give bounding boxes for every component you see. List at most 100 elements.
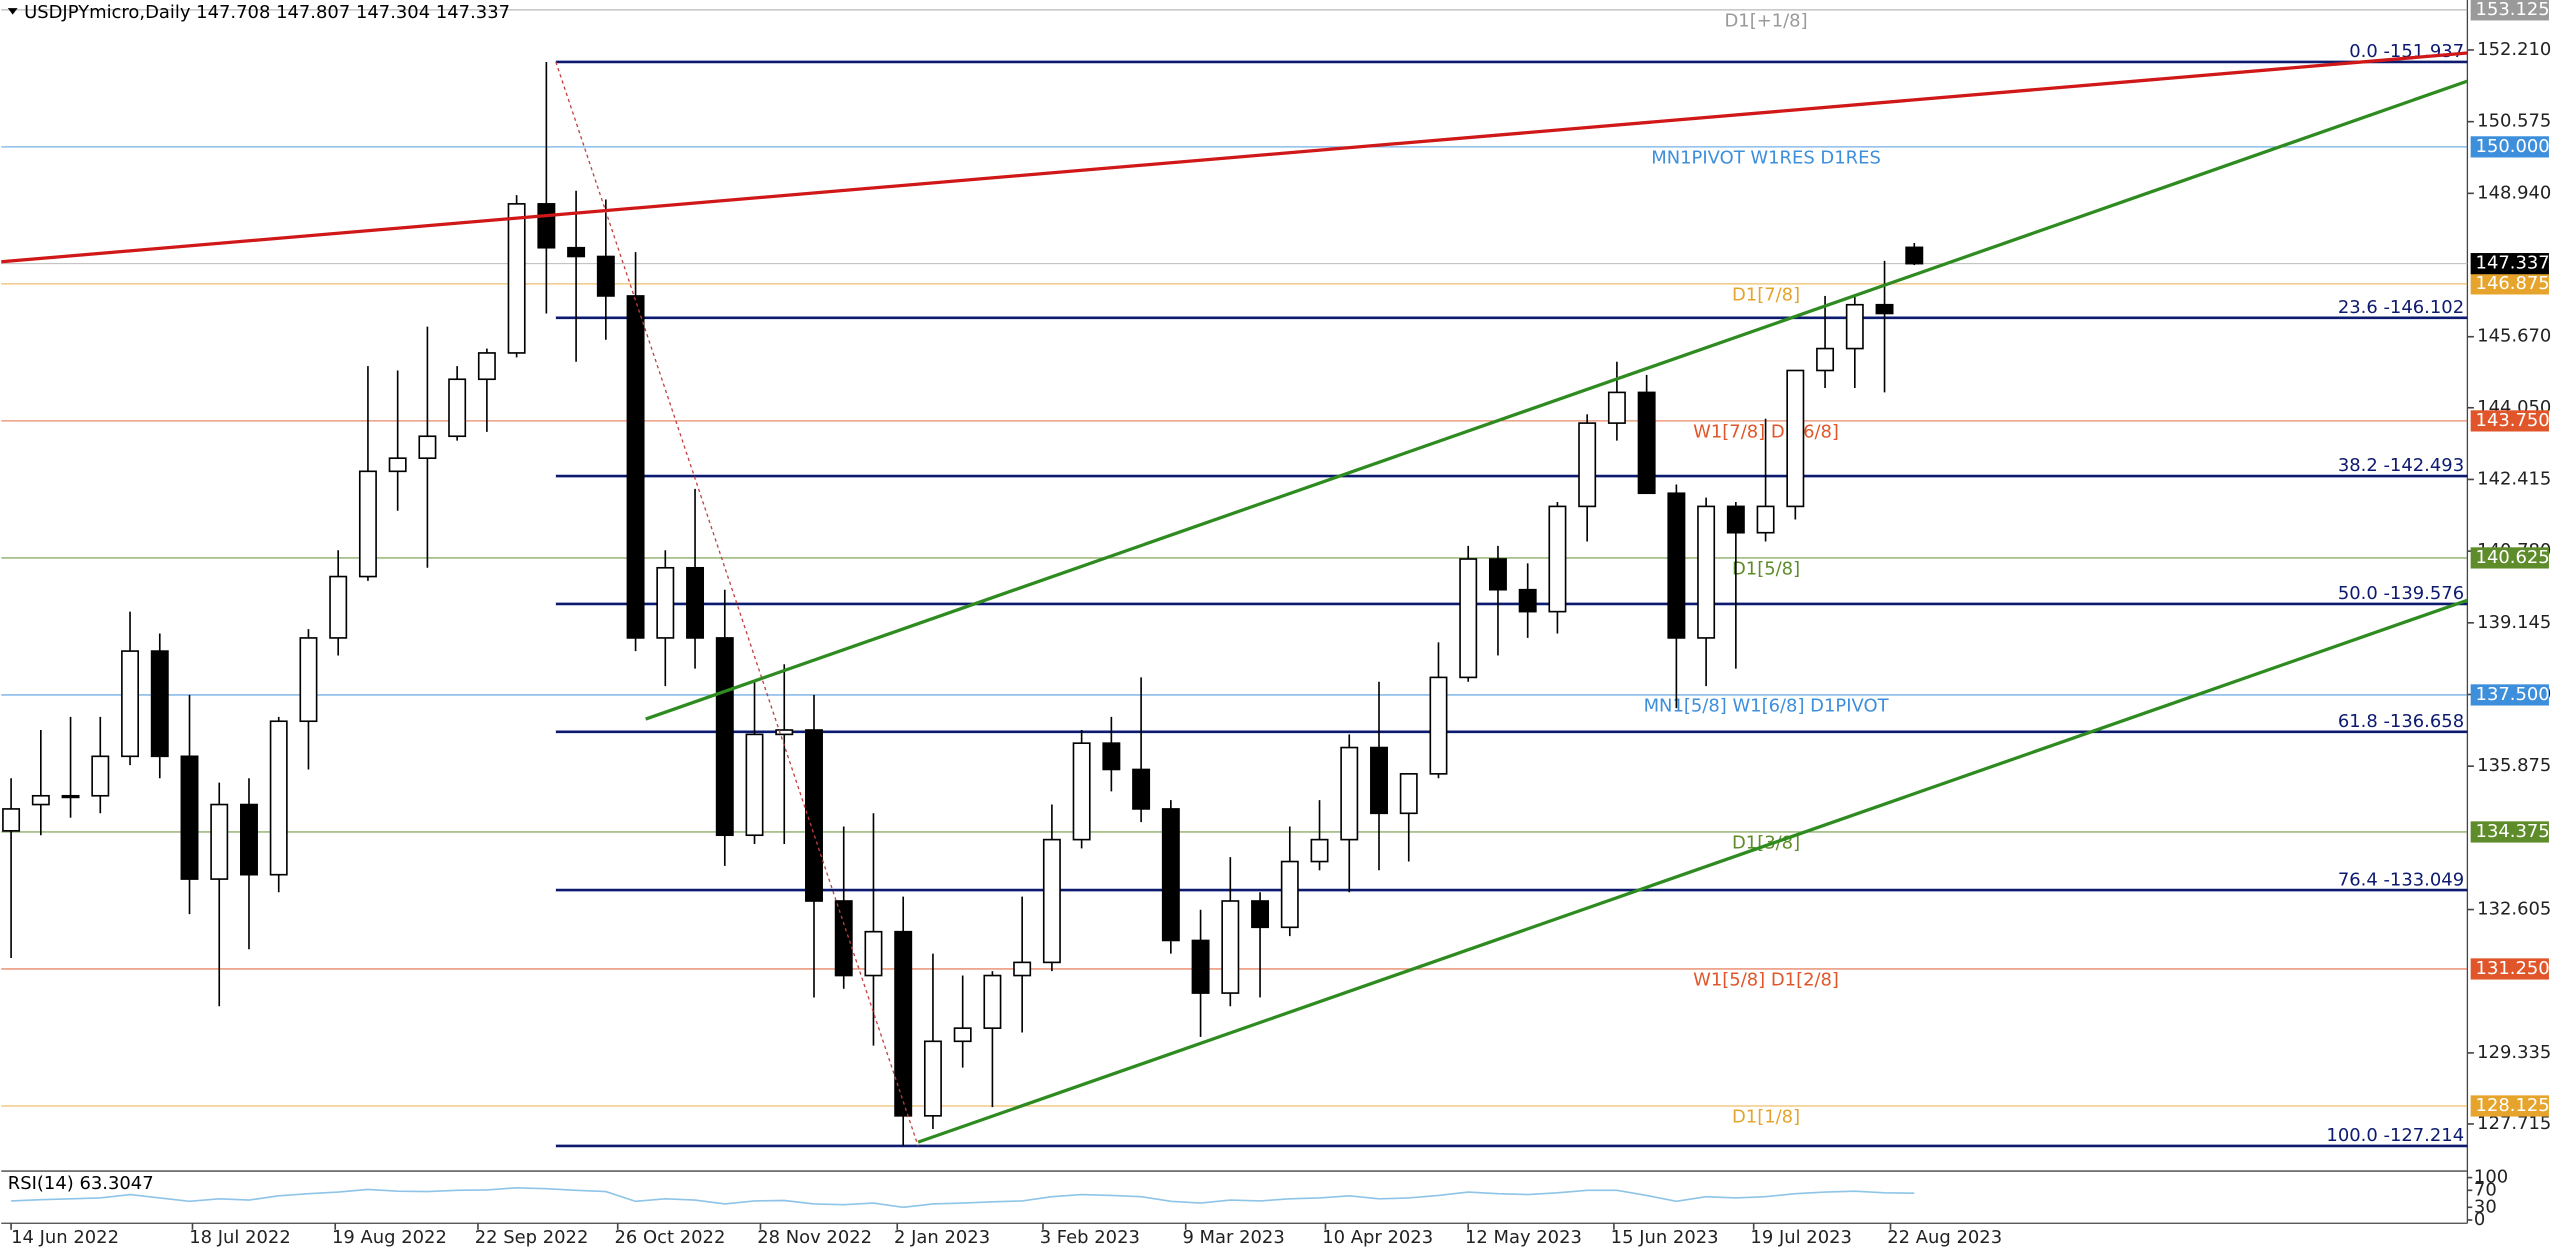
candle-body <box>358 470 377 578</box>
candle-body <box>1756 505 1775 534</box>
symbol: USDJPYmicro,Daily <box>24 2 191 23</box>
y-tick-label: 148.940 <box>2477 182 2551 203</box>
candle-body <box>1429 676 1448 775</box>
x-tick-label: 28 Nov 2022 <box>757 1227 872 1248</box>
labels: USDJPYmicro,Daily 147.708 147.807 147.30… <box>7 2 510 1194</box>
x-tick-label: 26 Oct 2022 <box>614 1227 725 1248</box>
price-label: 134.375 <box>2476 821 2550 842</box>
y-tick-label: 150.575 <box>2477 111 2551 132</box>
rsi-line <box>11 1186 1915 1209</box>
candle-body <box>418 435 437 459</box>
price-label-bg <box>2470 0 2549 21</box>
candle-body <box>1191 939 1210 994</box>
price-label: 146.875 <box>2476 273 2550 294</box>
price-label-bg <box>2470 273 2549 295</box>
rsi-tick-label: 70 <box>2474 1179 2497 1200</box>
fibo-label: 23.6 -146.102 <box>2338 297 2464 318</box>
price-label: 153.125 <box>2476 0 2550 20</box>
candle-body <box>1013 961 1032 977</box>
rsi-tick-label: 30 <box>2474 1196 2497 1217</box>
price-label-bg <box>2470 821 2549 843</box>
level-name: MN1PIVOT W1RES D1RES <box>1651 147 1881 168</box>
candle-body <box>923 1040 942 1117</box>
level-name: D1[1/8] <box>1732 1106 1800 1127</box>
level-name: D1[3/8] <box>1732 832 1800 853</box>
candle-body <box>448 378 467 438</box>
candle-body <box>1459 558 1478 679</box>
y-tick-label: 135.875 <box>2477 755 2551 776</box>
price-label-bg <box>2470 253 2549 275</box>
price-label-bg <box>2470 547 2549 569</box>
candle-body <box>299 637 318 723</box>
x-tick-label: 22 Sep 2022 <box>475 1227 589 1248</box>
level-name: MN1[5/8] W1[6/8] D1PIVOT <box>1644 695 1890 716</box>
candle-body <box>864 930 883 977</box>
candle-body <box>1310 838 1329 863</box>
candle-body <box>180 755 199 880</box>
candle-body <box>1161 808 1180 942</box>
candle-body <box>1518 588 1537 613</box>
x-tick-label: 3 Feb 2023 <box>1040 1227 1140 1248</box>
candle-body <box>1786 369 1805 508</box>
price-label: 143.750 <box>2476 410 2550 431</box>
level-name: D1[5/8] <box>1732 558 1800 579</box>
y-tick-label: 139.145 <box>2477 612 2551 633</box>
candle-body <box>61 794 80 799</box>
fibo-label: 38.2 -142.493 <box>2338 455 2464 476</box>
candle-body <box>626 295 645 639</box>
y-tick-label: 142.415 <box>2477 468 2551 489</box>
candle-body <box>1697 505 1716 639</box>
candle-body <box>31 794 50 806</box>
candle-body <box>715 637 734 837</box>
candle-body <box>269 720 288 876</box>
candle-body <box>1607 391 1626 424</box>
candle-body <box>805 729 823 902</box>
price-label-bg <box>2470 684 2549 706</box>
candle-body <box>1667 492 1686 639</box>
candle-body <box>150 650 169 758</box>
trendline <box>917 598 2468 1144</box>
candle-body <box>775 729 794 736</box>
candle-body <box>596 255 615 297</box>
rsi-tick-label: 100 <box>2474 1167 2508 1188</box>
y-tick-label: 152.210 <box>2477 39 2551 60</box>
candle-body <box>1399 773 1418 815</box>
candle-body <box>537 203 556 249</box>
candle-body <box>1221 900 1240 994</box>
fibo-label: 76.4 -133.049 <box>2338 869 2464 890</box>
candle-body <box>1875 303 1894 315</box>
candle-body <box>1548 505 1567 613</box>
candle-body <box>894 930 913 1117</box>
close-value: 147.337 <box>436 2 510 23</box>
high-value: 147.807 <box>276 2 350 23</box>
x-tick-label: 2 Jan 2023 <box>894 1227 990 1248</box>
candle-body <box>1370 746 1388 815</box>
candle-body <box>953 1027 972 1043</box>
x-tick-label: 12 May 2023 <box>1465 1227 1582 1248</box>
candle-body <box>1905 246 1924 265</box>
candle-body <box>567 246 586 258</box>
trendline <box>555 61 919 1147</box>
x-tick-label: 22 Aug 2023 <box>1887 1227 2002 1248</box>
level-name: W1[5/8] D1[2/8] <box>1693 969 1839 990</box>
candle-body <box>1042 838 1061 964</box>
y-tick-label: 129.335 <box>2477 1042 2551 1063</box>
candle-body <box>329 575 348 639</box>
candle-body <box>1726 505 1745 534</box>
price-label-bg <box>2470 1095 2549 1117</box>
y-tick-label: 132.605 <box>2477 899 2551 920</box>
candle-body <box>1488 558 1507 591</box>
price-label: 140.625 <box>2476 547 2550 568</box>
y-tick-label: 145.670 <box>2477 326 2551 347</box>
level-name: D1[7/8] <box>1732 284 1800 305</box>
candle-body <box>240 803 258 876</box>
level-name: D1[+1/8] <box>1724 10 1807 31</box>
candle-body <box>983 974 1002 1029</box>
price-label: 150.000 <box>2476 136 2550 157</box>
menu-arrow <box>7 8 18 15</box>
candle-body <box>1637 391 1656 495</box>
low-value: 147.304 <box>356 2 430 23</box>
price-label: 128.125 <box>2476 1095 2550 1116</box>
candle-body <box>1072 742 1091 841</box>
